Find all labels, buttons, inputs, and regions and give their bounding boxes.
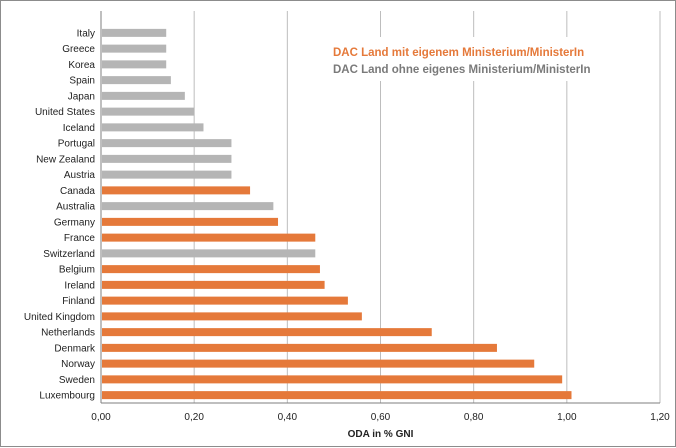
category-label: Greece xyxy=(62,44,95,55)
x-tick-label: 0,00 xyxy=(91,412,111,423)
category-label: Korea xyxy=(68,60,95,71)
bar-netherlands xyxy=(102,328,432,337)
x-tick-labels: 0,00 0,20 0,40 0,60 0,80 1,00 1,20 xyxy=(91,412,670,423)
bar-belgium xyxy=(102,265,320,274)
x-tick-label: 0,60 xyxy=(371,412,391,423)
category-label: Belgium xyxy=(59,265,95,276)
category-label: Australia xyxy=(56,202,95,213)
legend: DAC Land mit eigenem Ministerium/Ministe… xyxy=(321,37,621,81)
x-tick-label: 1,00 xyxy=(557,412,577,423)
bar-france xyxy=(102,233,316,242)
bar-united-states xyxy=(102,107,195,116)
bar-portugal xyxy=(102,139,232,148)
category-label: Iceland xyxy=(63,123,95,134)
x-tick-label: 0,40 xyxy=(278,412,298,423)
bar-sweden xyxy=(102,375,563,384)
legend-entry-without-ministry: DAC Land ohne eigenes Ministerium/Minist… xyxy=(333,64,591,76)
bar-ireland xyxy=(102,280,325,289)
bar-new-zealand xyxy=(102,154,232,163)
category-label: Finland xyxy=(62,296,95,307)
bar-australia xyxy=(102,202,274,211)
bar-denmark xyxy=(102,343,497,352)
category-label: Austria xyxy=(64,170,96,181)
bar-germany xyxy=(102,217,279,226)
bar-luxembourg xyxy=(102,391,572,400)
bar-greece xyxy=(102,44,167,53)
category-label: New Zealand xyxy=(36,154,95,165)
category-label: Netherlands xyxy=(41,328,95,339)
bar-spain xyxy=(102,76,171,85)
category-label: Luxembourg xyxy=(39,391,95,402)
category-label: Switzerland xyxy=(43,249,95,260)
category-label: United Kingdom xyxy=(24,312,95,323)
x-tick-label: 0,20 xyxy=(184,412,204,423)
category-labels: Italy Greece Korea Spain Japan United States I… xyxy=(24,28,96,401)
category-label: Italy xyxy=(77,28,95,39)
legend-box xyxy=(321,37,621,81)
legend-entry-with-ministry: DAC Land mit eigenem Ministerium/Ministe… xyxy=(333,47,584,59)
category-label: Germany xyxy=(54,217,95,228)
x-tick-label: 1,20 xyxy=(650,412,670,423)
category-label: France xyxy=(64,233,96,244)
category-label: United States xyxy=(35,107,95,118)
category-label: Portugal xyxy=(58,139,95,150)
x-tick-label: 0,80 xyxy=(464,412,484,423)
bar-iceland xyxy=(102,123,204,132)
bar-japan xyxy=(102,91,185,100)
category-label: Denmark xyxy=(54,343,96,354)
bars xyxy=(102,28,572,400)
bar-norway xyxy=(102,359,535,368)
bar-finland xyxy=(102,296,348,305)
bar-canada xyxy=(102,186,251,195)
category-label: Norway xyxy=(61,359,95,370)
bar-austria xyxy=(102,170,232,179)
bar-united-kingdom xyxy=(102,312,362,321)
category-label: Ireland xyxy=(64,280,95,291)
x-axis-title: ODA in % GNI xyxy=(348,429,414,440)
bar-switzerland xyxy=(102,249,316,258)
category-label: Spain xyxy=(69,76,95,87)
bar-korea xyxy=(102,60,167,69)
bar-italy xyxy=(102,28,167,37)
category-label: Sweden xyxy=(59,375,95,386)
category-label: Canada xyxy=(60,186,95,197)
category-label: Japan xyxy=(68,91,95,102)
